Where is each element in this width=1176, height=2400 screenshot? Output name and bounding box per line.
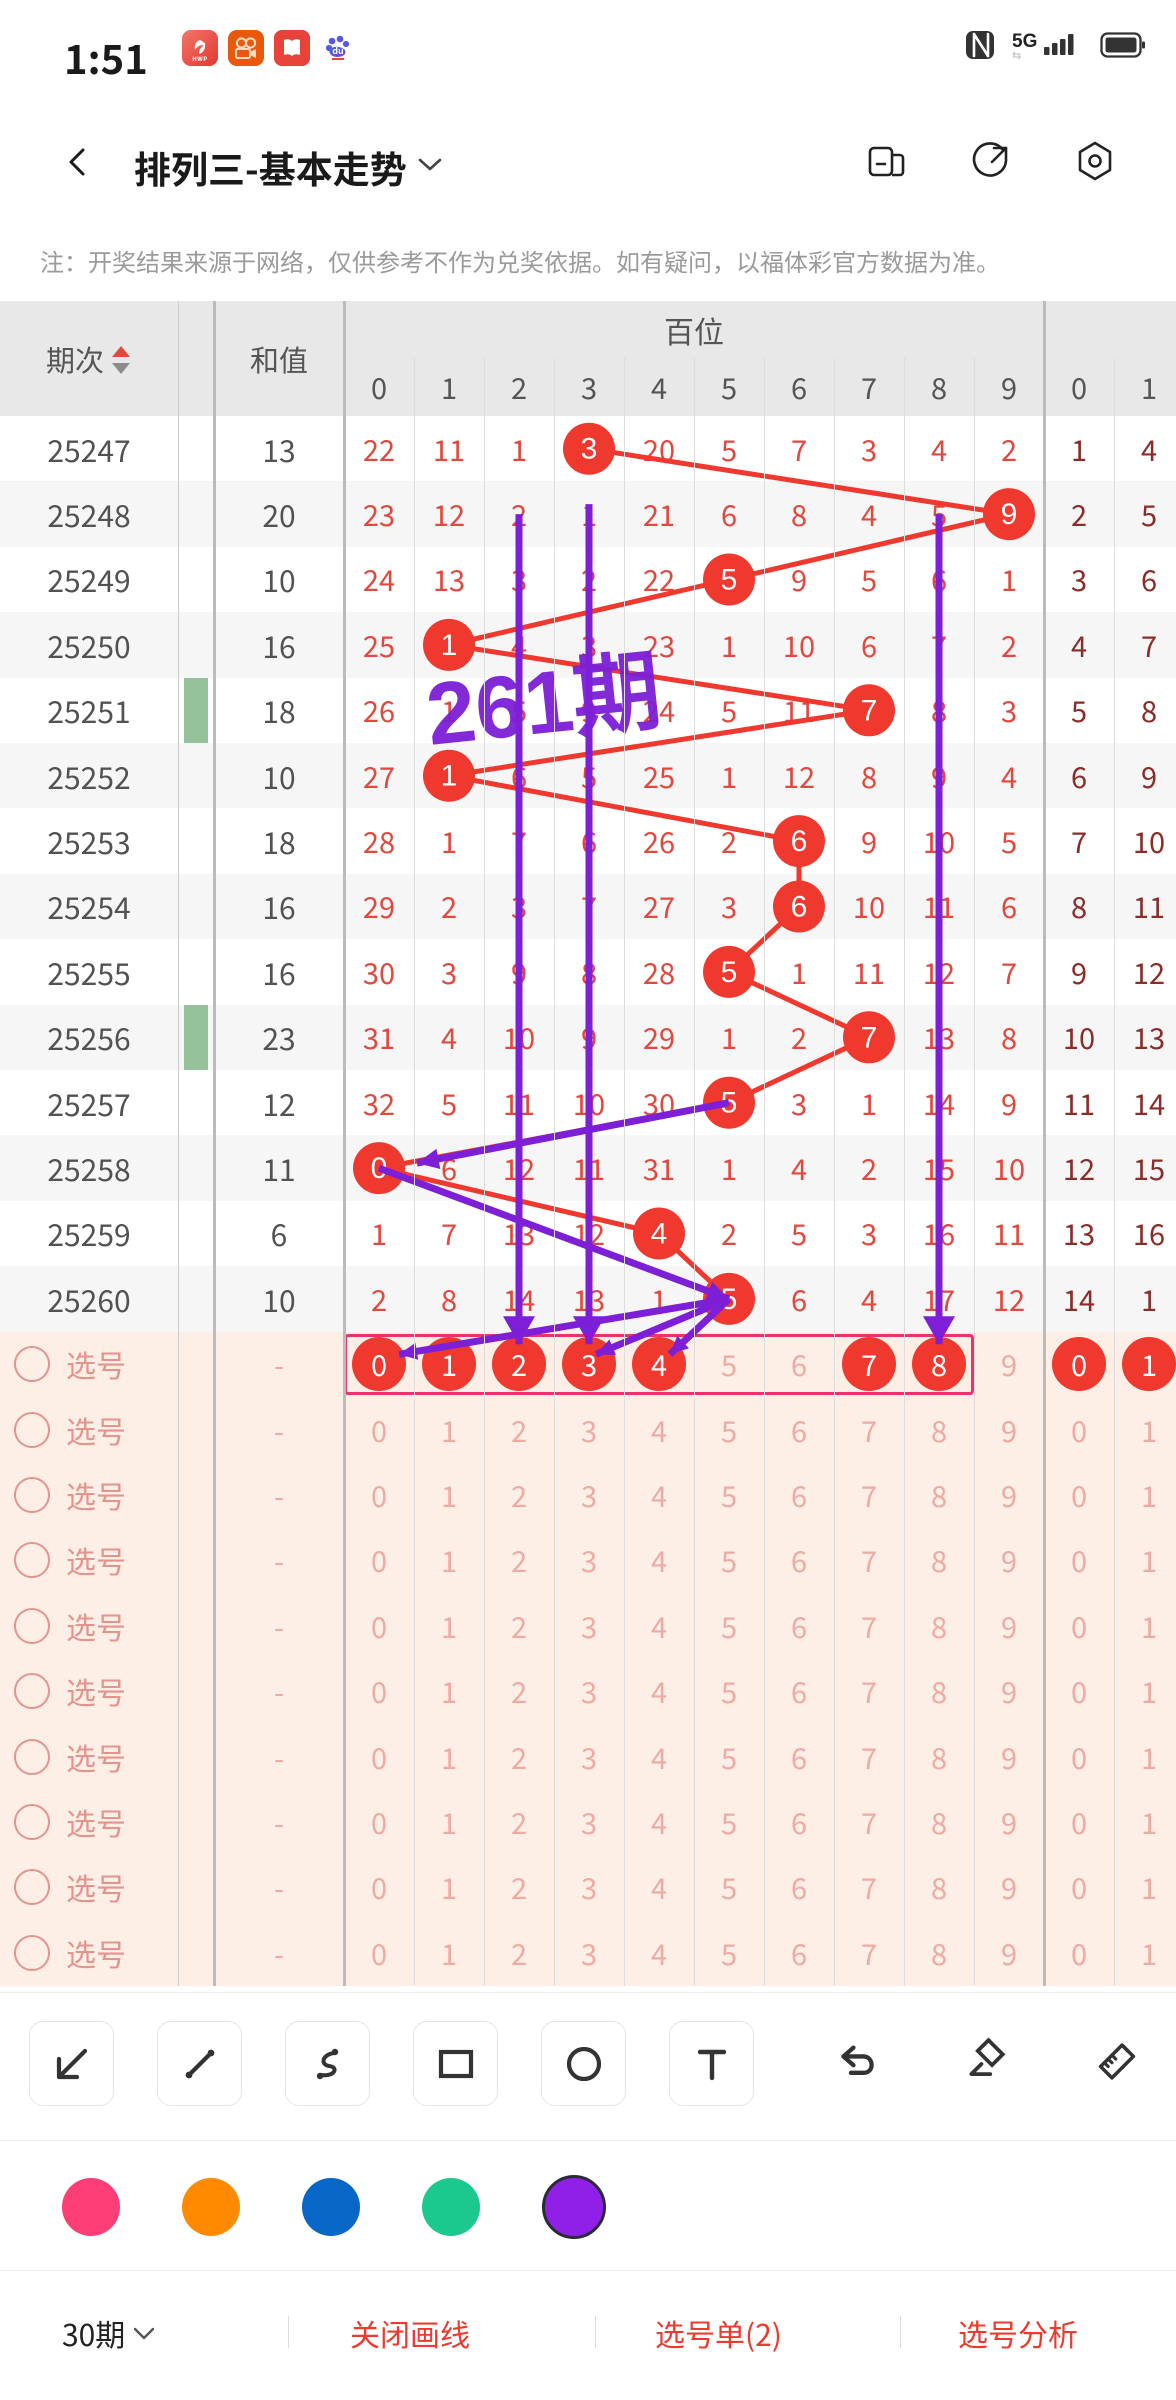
svg-text:du: du — [332, 44, 344, 57]
svg-text:⇆: ⇆ — [1012, 50, 1021, 60]
svg-text:5G: 5G — [1012, 31, 1037, 52]
svg-text:HWP: HWP — [192, 54, 208, 63]
